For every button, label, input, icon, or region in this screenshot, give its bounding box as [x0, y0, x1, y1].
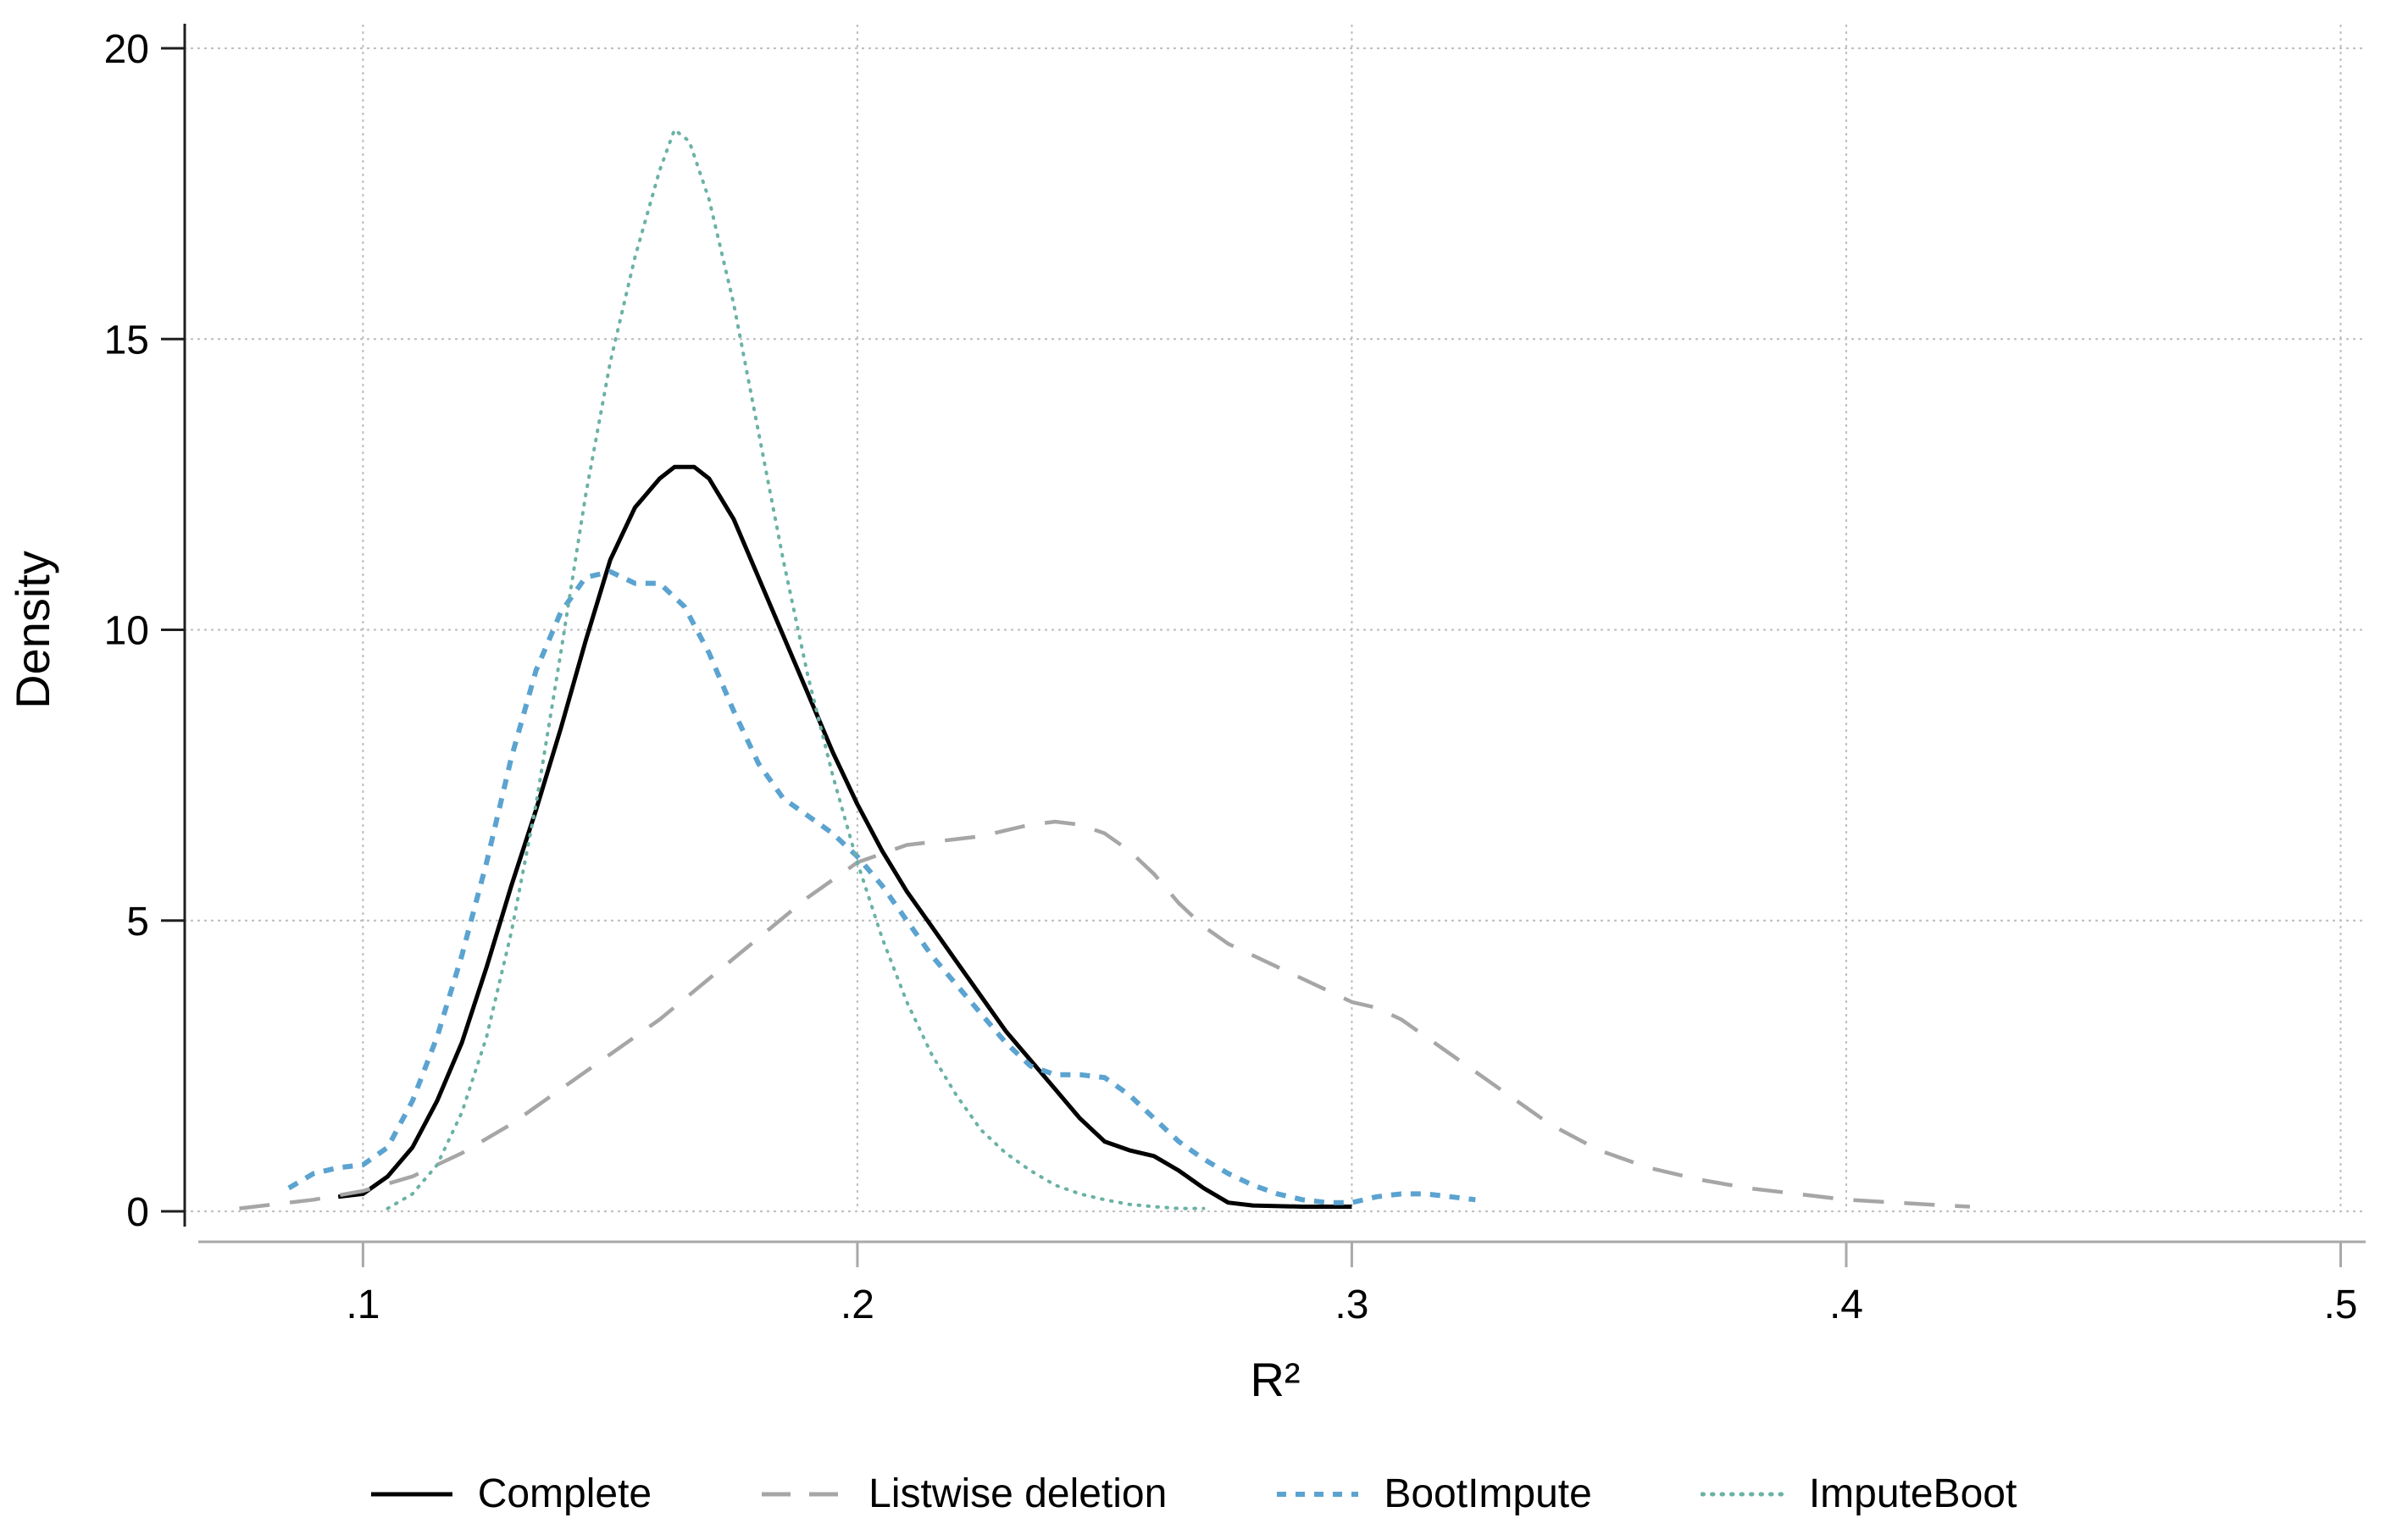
- x-tick-label: .1: [346, 1282, 380, 1327]
- y-tick-label: 20: [104, 27, 149, 72]
- legend-label: ImputeBoot: [1808, 1471, 2017, 1516]
- x-tick-labels: .1 .2 .3 .4 .5: [346, 1282, 2357, 1327]
- legend-item-complete: Complete: [369, 1471, 652, 1517]
- x-tick-label: .5: [2323, 1282, 2357, 1327]
- gridlines: [183, 24, 2367, 1213]
- series-line-listwise-deletion: [239, 819, 1971, 1210]
- x-tick-label: .4: [1829, 1282, 1863, 1327]
- axes: [161, 24, 2366, 1267]
- imputeboot-line-icon: [1700, 1492, 1785, 1496]
- x-tick-label: .2: [841, 1282, 874, 1327]
- legend-item-imputeboot: ImputeBoot: [1700, 1471, 2017, 1517]
- listwise-deletion-line-icon: [762, 1492, 844, 1496]
- legend-label: Listwise deletion: [868, 1471, 1168, 1516]
- y-tick-label: 10: [104, 609, 149, 654]
- legend-item-listwise-deletion: Listwise deletion: [760, 1471, 1167, 1517]
- legend: Complete Listwise deletion BootImpute Imput…: [0, 1471, 2386, 1517]
- series-lines: [239, 128, 1971, 1210]
- x-tick-label: .3: [1334, 1282, 1368, 1327]
- y-axis-label: Density: [6, 551, 59, 709]
- legend-label: BootImpute: [1384, 1471, 1592, 1516]
- y-tick-label: 5: [126, 900, 149, 944]
- y-tick-labels: 0 5 10 15 20: [104, 27, 149, 1235]
- y-tick-label: 0: [126, 1190, 149, 1235]
- legend-item-bootimpute: BootImpute: [1275, 1471, 1592, 1517]
- series-line-bootimpute: [287, 568, 1476, 1205]
- y-tick-label: 15: [104, 318, 149, 363]
- series-line-complete: [337, 464, 1352, 1209]
- bootimpute-line-icon: [1277, 1491, 1359, 1497]
- legend-label: Complete: [477, 1471, 652, 1516]
- complete-line-icon: [370, 1492, 452, 1496]
- x-axis-label: R²: [1250, 1353, 1300, 1406]
